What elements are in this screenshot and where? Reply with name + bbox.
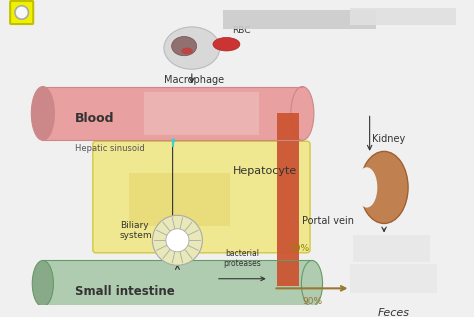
Text: 90%: 90% <box>302 297 322 306</box>
Ellipse shape <box>291 87 314 140</box>
Text: Biliary
system: Biliary system <box>120 221 152 240</box>
Bar <box>350 264 437 293</box>
Circle shape <box>153 215 202 265</box>
Ellipse shape <box>164 27 219 69</box>
Text: Blood: Blood <box>74 112 114 125</box>
Ellipse shape <box>356 167 377 208</box>
Circle shape <box>15 6 28 19</box>
Ellipse shape <box>32 261 54 307</box>
Text: Feces: Feces <box>378 307 410 317</box>
Bar <box>43 261 312 307</box>
Bar <box>144 92 259 134</box>
FancyBboxPatch shape <box>93 141 310 253</box>
FancyBboxPatch shape <box>10 1 33 24</box>
Bar <box>350 8 456 25</box>
Ellipse shape <box>213 37 240 51</box>
Text: Hepatic sinusoid: Hepatic sinusoid <box>74 144 144 153</box>
Ellipse shape <box>31 87 55 140</box>
Text: Small intestine: Small intestine <box>74 285 174 298</box>
Text: Macrophage: Macrophage <box>164 75 224 85</box>
Bar <box>353 236 430 262</box>
Ellipse shape <box>172 36 197 56</box>
Circle shape <box>166 229 189 252</box>
Text: bacterial
proteases: bacterial proteases <box>223 249 261 268</box>
Bar <box>129 173 230 226</box>
Bar <box>43 87 302 140</box>
Bar <box>223 10 376 29</box>
Ellipse shape <box>360 152 408 223</box>
Text: Kidney: Kidney <box>372 134 405 144</box>
Bar <box>277 113 299 287</box>
Text: RBC: RBC <box>232 26 251 35</box>
Text: Hepatocyte: Hepatocyte <box>233 166 298 176</box>
Ellipse shape <box>181 48 193 54</box>
Text: 10%: 10% <box>290 244 310 253</box>
Text: Portal vein: Portal vein <box>302 216 355 226</box>
Ellipse shape <box>301 261 322 307</box>
